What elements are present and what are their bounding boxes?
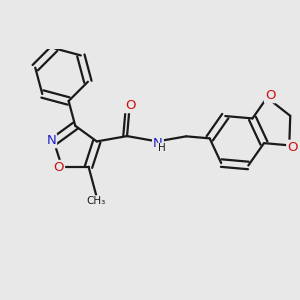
Text: O: O [265, 89, 275, 102]
Text: H: H [158, 143, 165, 153]
Text: O: O [125, 99, 135, 112]
Text: CH₃: CH₃ [86, 196, 106, 206]
Text: O: O [54, 161, 64, 174]
Text: N: N [153, 136, 163, 149]
Text: N: N [46, 134, 56, 147]
Text: O: O [287, 141, 298, 154]
